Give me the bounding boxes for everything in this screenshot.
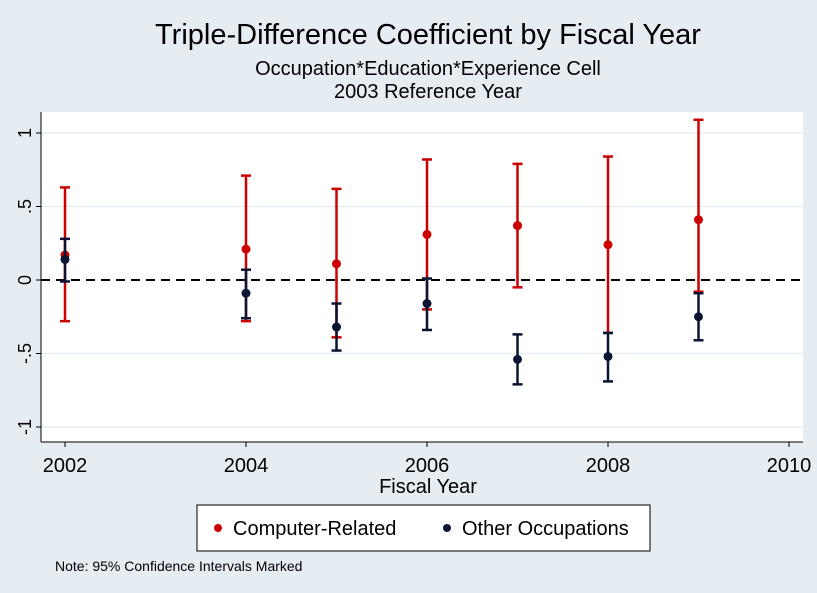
legend: Computer-Related Other Occupations: [196, 504, 651, 552]
point-other-occupations-2009: [694, 312, 703, 322]
point-other-occupations-2004: [241, 288, 251, 298]
legend-marker-other-occupations: [443, 524, 451, 532]
point-computer-related-2007: [513, 221, 522, 231]
y-tick-label-0: 1: [15, 128, 35, 138]
x-tick-label-4: 2010: [767, 455, 812, 477]
chart-note: Note: 95% Confidence Intervals Marked: [55, 558, 302, 574]
x-tick-label-3: 2008: [586, 455, 631, 477]
x-axis-title: Fiscal Year: [379, 476, 477, 498]
point-other-occupations-2005: [332, 322, 341, 332]
axis-layer: 1 .5 0 -.5 -1 2002 2004 2006 2008 2010: [15, 112, 811, 477]
point-computer-related-2008: [603, 240, 613, 250]
chart-subtitle-line-2: 2003 Reference Year: [334, 81, 522, 103]
x-tick-label-2: 2006: [405, 455, 450, 477]
point-computer-related-2006: [422, 229, 432, 239]
point-computer-related-2005: [332, 259, 341, 269]
y-tick-label-1: .5: [15, 199, 35, 214]
legend-marker-computer-related: [214, 524, 222, 532]
point-other-occupations-2002: [60, 254, 70, 264]
series-other-occupations: [60, 237, 704, 386]
x-tick-label-1: 2004: [224, 455, 269, 477]
y-tick-label-4: -1: [15, 419, 35, 435]
legend-label-other-occupations: Other Occupations: [462, 518, 629, 540]
chart-title: Triple-Difference Coefficient by Fiscal …: [155, 19, 701, 51]
x-tick-label-0: 2002: [43, 455, 88, 477]
point-computer-related-2004: [241, 244, 251, 254]
legend-box: [196, 504, 651, 552]
grid-layer: [41, 132, 803, 428]
y-tick-label-2: 0: [15, 275, 35, 285]
point-other-occupations-2008: [603, 351, 613, 361]
point-other-occupations-2006: [422, 299, 432, 309]
y-tick-label-3: -.5: [15, 343, 35, 364]
point-computer-related-2009: [694, 215, 703, 225]
point-other-occupations-2007: [513, 354, 522, 364]
marks-layer: [60, 118, 704, 386]
plot-area: [41, 112, 803, 442]
legend-label-computer-related: Computer-Related: [233, 518, 396, 540]
chart-subtitle-line-1: Occupation*Education*Experience Cell: [255, 58, 601, 80]
